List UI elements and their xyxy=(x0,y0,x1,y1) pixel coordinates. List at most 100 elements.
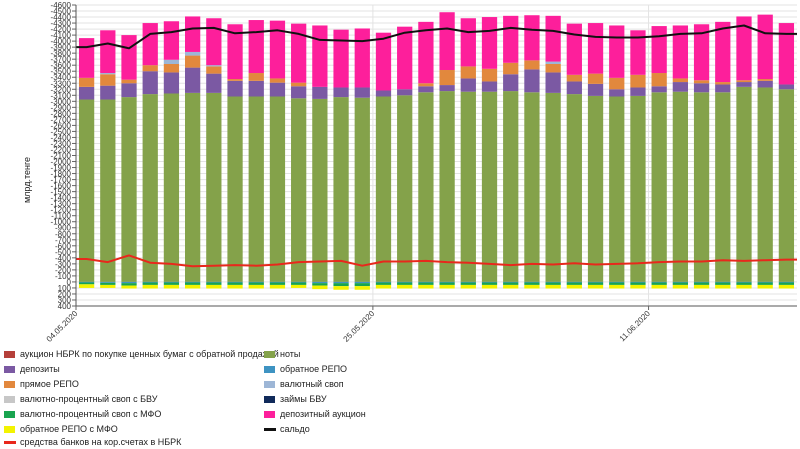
bar-segment xyxy=(163,282,180,285)
series-line xyxy=(76,24,797,50)
bar-segment xyxy=(651,86,667,93)
bar-segment xyxy=(481,284,498,289)
bar-segment xyxy=(100,30,116,74)
bar-segment xyxy=(439,12,455,71)
x-tick-label: 25.05.2020 xyxy=(342,309,377,344)
bar-segment xyxy=(269,82,286,97)
bar-segment xyxy=(397,89,413,96)
bar-segment xyxy=(206,92,222,282)
bar-segment xyxy=(651,92,667,282)
bar-segment xyxy=(397,26,413,90)
legend-swatch xyxy=(264,410,275,418)
bar-segment xyxy=(354,286,370,290)
y-tick-label: -900 xyxy=(55,224,72,233)
bar-segment xyxy=(312,86,328,99)
bar-segment xyxy=(78,281,95,283)
bar-segment xyxy=(333,87,349,98)
bar-segment xyxy=(609,77,625,90)
bar-segment xyxy=(630,284,646,289)
bar-segment xyxy=(672,282,689,285)
bar-segment xyxy=(184,55,201,68)
bar-segment xyxy=(206,282,222,285)
bar-segment xyxy=(778,282,795,285)
bar-segment xyxy=(100,281,116,283)
bar-segment xyxy=(206,65,222,67)
y-tick-label: -3400 xyxy=(51,73,72,82)
y-tick-label: -2300 xyxy=(51,139,72,148)
bar-segment xyxy=(163,21,180,60)
bar-segment xyxy=(333,281,349,284)
legend-item: обратное РЕПО xyxy=(264,362,347,376)
bar-segment xyxy=(460,281,476,283)
bar-segment xyxy=(587,282,604,285)
bar-segment xyxy=(121,97,137,282)
bar-segment xyxy=(78,77,95,87)
bar-segment xyxy=(481,282,498,285)
legend-item: прямое РЕПО xyxy=(4,377,79,391)
bar-segment xyxy=(418,92,434,282)
y-tick-label: -3800 xyxy=(51,49,72,58)
bar-segment xyxy=(184,51,201,56)
bar-segment xyxy=(375,282,392,285)
bar-segment xyxy=(248,20,264,74)
bar-segment xyxy=(609,96,625,282)
bar-segment xyxy=(439,282,455,285)
y-tick-label: -2400 xyxy=(51,133,72,142)
bar-segment xyxy=(715,21,731,83)
bar-segment xyxy=(397,284,413,289)
bar-segment xyxy=(566,94,582,282)
bar-segment xyxy=(375,284,392,289)
bar-segment xyxy=(778,84,795,90)
bar-segment xyxy=(503,284,519,289)
legend-item: аукцион НБРК по покупке ценных бумаг с о… xyxy=(4,347,279,361)
y-tick-label: -3600 xyxy=(51,61,72,70)
bar-segment xyxy=(418,21,434,84)
legend-label: обратное РЕПО xyxy=(280,364,348,374)
bar-segment xyxy=(460,91,476,282)
legend-item: средства банков на кор.счетах в НБРК xyxy=(4,435,181,449)
bar-segment xyxy=(100,85,116,100)
bar-segment xyxy=(142,71,158,95)
legend-item: депозитный аукцион xyxy=(264,407,366,421)
bar-segment xyxy=(142,23,158,66)
bar-segment xyxy=(672,25,689,79)
bar-segment xyxy=(778,89,795,282)
y-tick-label: -4500 xyxy=(51,7,72,16)
legend-swatch xyxy=(264,395,275,403)
bar-segment xyxy=(184,16,201,52)
bar-segment xyxy=(227,79,243,81)
legend-label: валютный своп xyxy=(280,379,344,389)
bar-segment xyxy=(481,17,498,69)
bar-segment xyxy=(100,73,116,75)
y-tick-label: -1500 xyxy=(51,188,72,197)
bar-segment xyxy=(78,38,95,78)
bar-segment xyxy=(524,92,540,282)
bar-segment xyxy=(757,87,773,282)
y-tick-label: 200 xyxy=(58,290,72,299)
y-tick-label: -2200 xyxy=(51,145,72,154)
legend-swatch xyxy=(264,350,275,358)
bar-segment xyxy=(227,80,243,97)
bar-segment xyxy=(566,74,582,82)
legend-item: сальдо xyxy=(264,422,310,436)
y-tick-label: -3700 xyxy=(51,55,72,64)
bar-segment xyxy=(227,24,243,80)
bar-segment xyxy=(269,284,286,289)
bar-segment xyxy=(418,284,434,289)
bar-segment xyxy=(418,86,434,93)
bar-segment xyxy=(354,97,370,282)
legend-swatch xyxy=(4,395,15,403)
legend: аукцион НБРК по покупке ценных бумаг с о… xyxy=(0,347,800,447)
bar-segment xyxy=(354,281,370,284)
bar-segment xyxy=(736,282,752,285)
lines xyxy=(76,24,797,268)
legend-label: ноты xyxy=(280,349,301,359)
bar-segment xyxy=(693,92,710,282)
bar-segment xyxy=(354,87,370,98)
legend-swatch xyxy=(264,365,275,373)
bar-segment xyxy=(184,67,201,93)
bar-segment xyxy=(651,284,667,289)
y-tick-label: -3000 xyxy=(51,97,72,106)
bar-segment xyxy=(460,282,476,285)
legend-item: валютный своп xyxy=(264,377,344,391)
